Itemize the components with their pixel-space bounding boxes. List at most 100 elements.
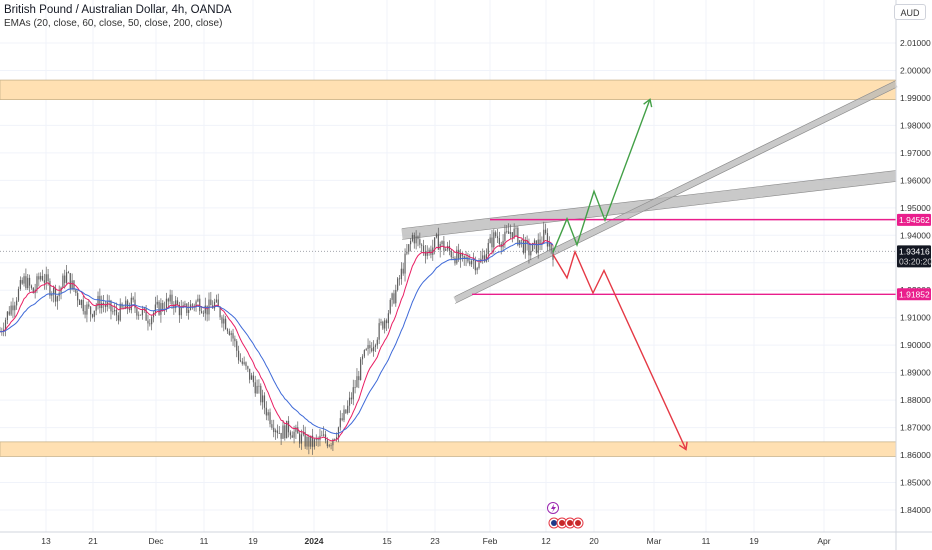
candle-body [80,299,82,305]
candle-body [524,239,526,253]
candle-body [304,432,306,447]
candle-body [526,239,528,244]
candle-body [415,236,417,244]
candle-body [147,320,149,324]
candle-body [472,260,475,261]
x-tick-label: Feb [483,536,498,546]
candle-body [169,294,171,302]
candle-body [165,298,168,310]
candle-body [197,298,199,302]
candle-body [528,243,530,256]
flag-icon-fill [551,520,557,526]
candle-body [487,242,489,255]
candle-body [517,227,519,246]
candle-body [8,311,10,315]
candle-body [115,309,118,316]
y-tick-label: 1.89000 [900,368,931,378]
candle-body [435,234,438,238]
candle-body [341,418,343,421]
indicator-legend[interactable]: EMAs (20, close, 60, close, 50, close, 2… [4,18,223,29]
candle-body [411,234,414,241]
candle-body [278,432,280,434]
candle-body [132,297,134,300]
candle-body [495,232,497,237]
currency-button[interactable]: AUD [894,4,926,20]
x-tick-label: 15 [382,536,392,546]
candle-body [17,288,20,301]
candle-body [158,301,160,315]
candle-body [350,397,353,400]
candle-body [485,254,488,262]
candle-body [232,333,234,339]
y-tick-label: 2.01000 [900,38,931,48]
y-tick-label: 1.90000 [900,340,931,350]
candle-body [317,438,319,441]
candle-body [3,329,5,332]
event-markers[interactable] [547,502,584,529]
candle-body [402,268,404,274]
candle-body [343,409,345,421]
candle-body [14,305,16,311]
candle-body [548,243,550,247]
candle-body [513,228,515,238]
candle-body [395,289,397,304]
candle-body [310,435,312,447]
candle-body [136,308,138,316]
candle-body [38,276,40,280]
candle-body [365,348,367,351]
candle-body [506,231,508,233]
y-tick-label: 1.86000 [900,450,931,460]
candle-body [91,314,94,317]
candle-body [537,239,539,253]
candle-body [130,297,132,311]
bearish-path [552,249,687,450]
candle-body [51,294,53,296]
candle-body [102,303,105,305]
candle-body [78,300,81,305]
candle-body [311,435,314,447]
ema-slow-line [0,242,554,435]
candle-body [154,304,156,313]
price-badge-label: 1.91852 [899,289,930,299]
candle-body [478,262,480,269]
candle-body [99,295,101,309]
candle-body [337,427,340,438]
candle-body [308,436,310,447]
candle-body [483,255,486,262]
y-tick-label: 1.96000 [900,175,931,185]
candle-body [119,303,121,321]
candle-body [286,420,288,439]
candle-body [532,243,534,252]
candle-body [114,309,116,312]
candle-body [400,268,402,280]
y-tick-label: 1.99000 [900,93,931,103]
candle-body [202,312,205,314]
candle-body [267,412,269,416]
x-tick-label: Mar [647,536,662,546]
candle-body [262,395,264,403]
resistance-zone [0,79,897,100]
candle-body [138,314,140,316]
candle-body [112,311,114,313]
candle-body [545,229,547,234]
x-tick-label: 13 [41,536,51,546]
candle-body [73,280,75,290]
rising-channel-edge-top [454,80,897,297]
candle-body [422,245,425,252]
flag-icon-fill [575,520,581,526]
candle-body [273,427,275,433]
upper-channel-edge-bottom [401,181,897,240]
candle-body [482,255,484,259]
candle-body [321,435,323,437]
candle-body [243,362,245,364]
y-tick-label: 1.98000 [900,120,931,130]
candle-body [348,397,351,406]
candle-body [162,303,164,310]
candle-body [330,445,332,447]
candle-body [515,227,517,229]
candle-body [200,311,203,313]
candle-body [90,306,92,315]
candle-body [199,298,201,312]
candle-body [297,427,299,434]
